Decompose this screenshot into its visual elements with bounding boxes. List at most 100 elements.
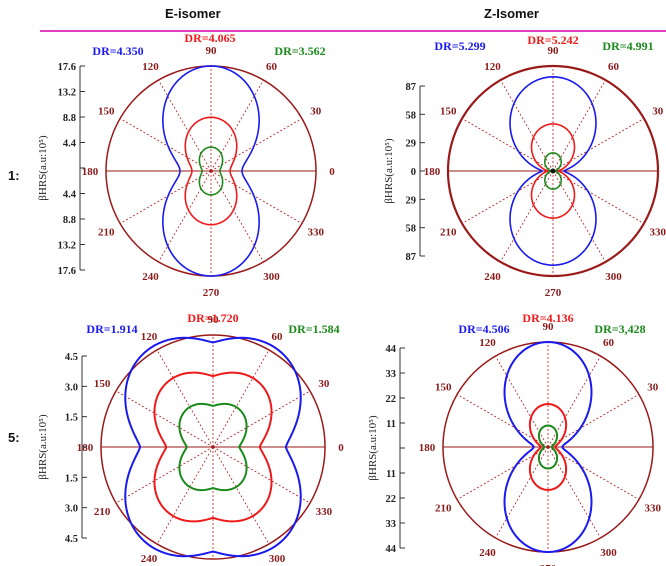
y-tick-label: 11 <box>386 419 396 430</box>
angle-label: 150 <box>94 378 111 390</box>
polar-spoke <box>212 349 270 448</box>
angle-label: 210 <box>440 227 457 239</box>
angle-label: 180 <box>82 166 99 178</box>
angle-label: 150 <box>435 382 452 394</box>
y-tick-label: 87 <box>406 82 417 93</box>
angle-label: 30 <box>647 382 659 394</box>
polar-spoke <box>158 170 212 263</box>
polar-chart-3: 0306090120150180210240270300330DR=4.506D… <box>367 311 662 566</box>
dr-label: DR=3.562 <box>274 44 325 58</box>
y-tick-label: 0 <box>411 167 416 178</box>
angle-label: 180 <box>77 442 94 454</box>
polar-spoke <box>119 170 212 224</box>
angle-label: 60 <box>266 61 278 73</box>
dr-label: DR=4.991 <box>602 39 653 53</box>
polar-spoke <box>552 79 606 172</box>
polar-spoke <box>461 118 554 172</box>
y-tick-label: 4.4 <box>63 190 77 201</box>
y-tick-label: 33 <box>386 519 397 530</box>
angle-label: 60 <box>608 61 620 73</box>
polar-spoke <box>158 79 212 172</box>
angle-label: 240 <box>141 553 158 565</box>
dr-label: DR=4.506 <box>458 322 509 336</box>
series-curve-red <box>528 403 568 491</box>
header-e-isomer: E-isomer <box>165 6 221 21</box>
y-axis-label: βHRS(a.u:10⁵) <box>37 135 49 201</box>
y-tick-label: 3.0 <box>65 382 78 393</box>
dr-label: DR=4.136 <box>522 311 573 325</box>
angle-label: 90 <box>206 45 218 57</box>
angle-label: 30 <box>652 106 664 118</box>
polar-spoke <box>115 390 214 448</box>
series-curve-green <box>178 402 248 492</box>
dr-label: DR=1.914 <box>86 322 137 336</box>
polar-spoke <box>212 390 311 448</box>
angle-label: 180 <box>419 442 436 454</box>
angle-label: 240 <box>479 547 496 559</box>
polar-spoke <box>115 446 214 504</box>
polar-spoke <box>552 170 645 224</box>
polar-chart-0: 0 30 60 90 120 150 180 210 240 270 300 330 DR=4.350 D… <box>37 31 335 299</box>
polar-spoke <box>210 170 264 263</box>
polar-chart-1: 0 30 60 90 120 150 180 210 240 270 300 330 DR=5.299 D… <box>383 33 666 299</box>
y-tick-label: 22 <box>386 394 397 405</box>
polar-spoke <box>156 349 214 448</box>
y-tick-label: 58 <box>406 224 417 235</box>
y-axis-label: βHRS(a.u:10⁵) <box>383 138 395 204</box>
polar-spoke <box>461 170 554 224</box>
polar-spoke <box>210 170 303 224</box>
polar-spoke <box>500 170 554 263</box>
angle-label: 240 <box>142 271 159 283</box>
y-tick-label: 44 <box>386 344 397 355</box>
angle-label: 270 <box>545 287 562 299</box>
angle-label: 30 <box>318 378 330 390</box>
angle-label: 330 <box>316 506 333 518</box>
y-tick-label: 1.5 <box>65 413 78 424</box>
y-tick-label: 44 <box>386 544 397 555</box>
angle-label: 90 <box>543 321 555 333</box>
polar-spoke <box>156 446 214 545</box>
angle-label: 60 <box>272 331 284 343</box>
angle-label: 300 <box>269 553 286 565</box>
dr-label: DR=5.299 <box>434 39 485 53</box>
y-tick-label: 13.2 <box>58 88 76 99</box>
polar-chart-2: 0306090120150180210240270300330DR=1.914D… <box>37 311 344 565</box>
angle-label: 180 <box>424 166 441 178</box>
angle-label: 150 <box>98 106 115 118</box>
y-tick-label: 29 <box>406 195 417 206</box>
center-dot <box>550 168 556 174</box>
angle-label: 330 <box>308 227 325 239</box>
angle-label: 120 <box>142 61 159 73</box>
y-tick-label: 3.0 <box>65 504 78 515</box>
angle-label: 210 <box>98 227 115 239</box>
angle-label: 270 <box>540 563 557 566</box>
angle-label: 330 <box>650 227 666 239</box>
y-tick-label: 13.2 <box>58 241 76 252</box>
angle-label: 300 <box>600 547 617 559</box>
polar-spoke <box>500 79 554 172</box>
angle-label: 150 <box>440 106 457 118</box>
y-tick-label: 22 <box>386 494 397 505</box>
y-tick-label: 29 <box>406 139 417 150</box>
row-label-5: 5: <box>8 430 20 445</box>
angle-label: 90 <box>548 45 560 57</box>
series-curve-blue <box>124 336 302 558</box>
y-tick-label: 58 <box>406 110 417 121</box>
y-tick-label: 8.8 <box>63 215 76 226</box>
angle-label: 60 <box>603 337 615 349</box>
y-tick-label: 11 <box>386 469 396 480</box>
y-tick-label: 87 <box>406 252 417 263</box>
dr-label: DR=1.720 <box>187 311 238 325</box>
y-tick-label: 33 <box>386 369 397 380</box>
series-curve-red <box>530 123 576 219</box>
polar-spoke <box>212 446 311 504</box>
angle-label: 90 <box>208 314 220 326</box>
series-curve-green <box>198 146 224 196</box>
dr-label: DR=4.350 <box>92 44 143 58</box>
angle-label: 330 <box>645 503 662 515</box>
y-tick-label: 4.5 <box>65 352 78 363</box>
y-tick-label: 4.4 <box>63 139 77 150</box>
header-rule <box>40 30 666 32</box>
